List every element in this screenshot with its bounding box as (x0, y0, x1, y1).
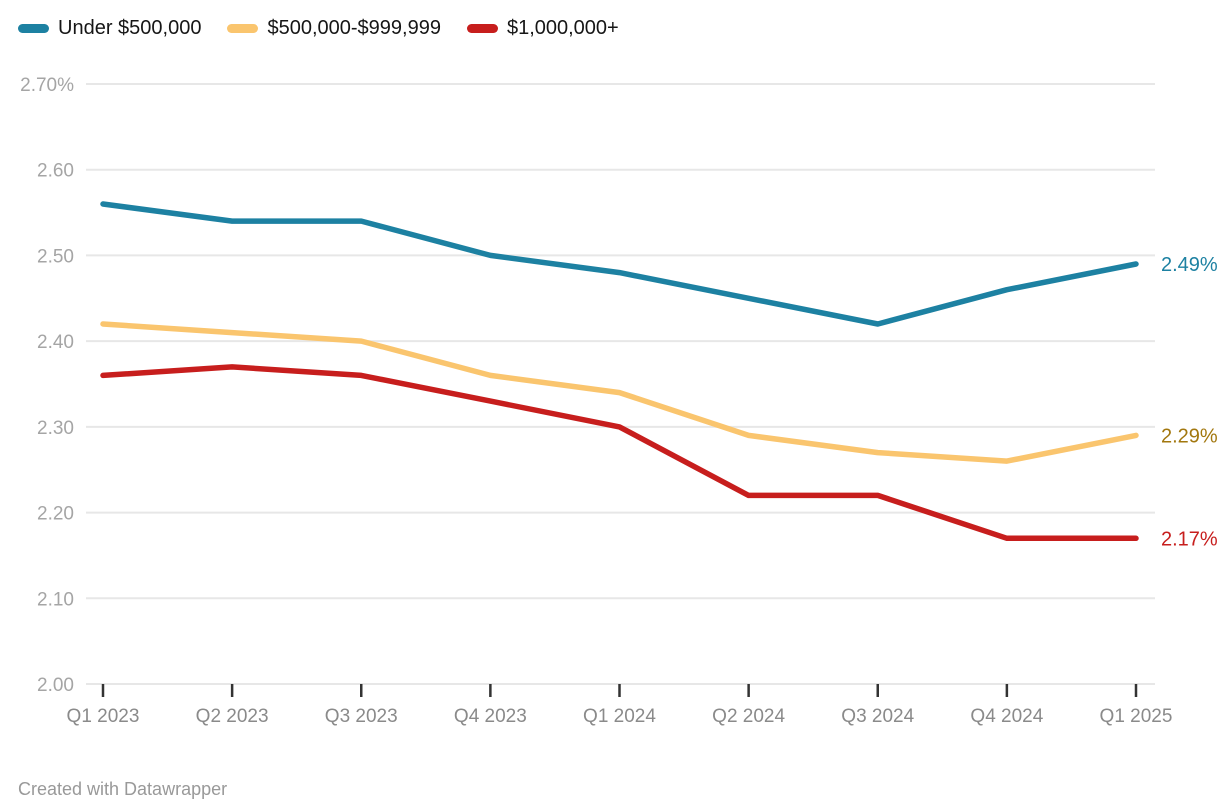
series-line-1-000-000 (100, 364, 1139, 542)
x-axis-tick-label: Q3 2024 (841, 706, 914, 727)
y-axis-tick-label: 2.00 (37, 675, 74, 696)
y-axis-tick-label: 2.20 (37, 504, 74, 525)
legend-item-500-000-999-999: $500,000-$999,999 (227, 17, 441, 40)
legend-item-under-500-000: Under $500,000 (18, 17, 201, 40)
legend-label: Under $500,000 (58, 17, 202, 39)
legend-label: $1,000,000+ (506, 17, 619, 39)
x-axis-tick-label: Q4 2023 (454, 706, 527, 727)
x-axis-tick-label: Q4 2024 (970, 706, 1043, 727)
x-axis-tick-label: Q1 2024 (583, 706, 656, 727)
series-line-500-000-999-999 (100, 321, 1139, 464)
series-line-under-500-000 (100, 201, 1139, 327)
legend-item-1-000-000: $1,000,000+ (466, 17, 619, 40)
y-axis-tick-label: 2.40 (37, 332, 74, 353)
attribution-text: Created with Datawrapper (18, 779, 228, 799)
series-end-label-500-000-999-999: 2.29% (1161, 425, 1218, 447)
line-chart: 2.70% 2.60 2.50 2.40 2.30 2.20 2.10 2.00 Q1 2023… (20, 75, 1218, 727)
y-axis-tick-label: 2.60 (37, 161, 74, 182)
y-axis-tick-label: 2.30 (37, 418, 74, 439)
legend-swatch-icon (466, 24, 498, 33)
legend-label: $500,000-$999,999 (267, 17, 441, 39)
x-axis-tick-label: Q3 2023 (325, 706, 398, 727)
y-axis-tick-label: 2.10 (37, 589, 74, 610)
x-axis-tick-label: Q2 2024 (712, 706, 785, 727)
legend: Under $500,000 $500,000-$999,999 $1,000,00… (18, 17, 645, 40)
series-end-label-under-500-000: 2.49% (1161, 254, 1218, 276)
legend-swatch-icon (18, 24, 49, 33)
series-end-label-1-000-000: 2.17% (1161, 528, 1218, 550)
x-axis-tick-label: Q1 2025 (1100, 706, 1173, 727)
x-axis-tick-label: Q1 2023 (67, 706, 140, 727)
x-axis-tick-label: Q2 2023 (196, 706, 269, 727)
y-axis-tick-label: 2.50 (37, 246, 74, 267)
legend-swatch-icon (227, 24, 259, 33)
y-axis-tick-label: 2.70% (20, 75, 74, 96)
